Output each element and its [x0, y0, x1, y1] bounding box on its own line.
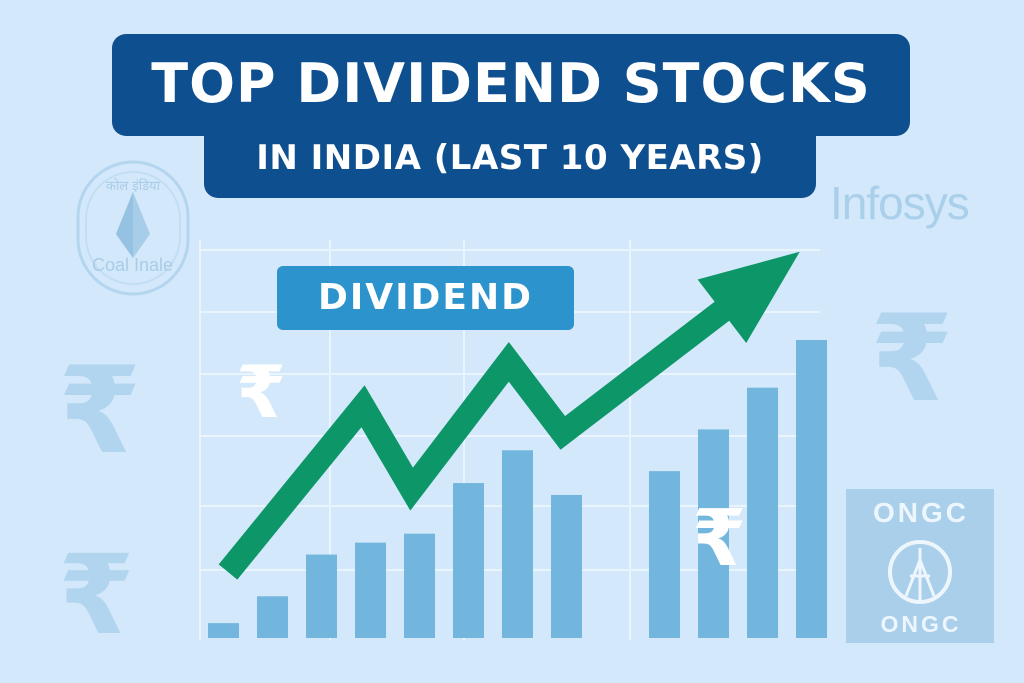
dividend-bar: [698, 429, 729, 638]
title-banner-bottom: [204, 120, 816, 198]
trend-arrow-head: [697, 251, 800, 344]
up-trend-arrow-icon: [218, 251, 800, 580]
ongc-logo-text-top: ONGC: [873, 497, 969, 528]
coal-india-logo-text: Coal Inale: [92, 255, 174, 275]
ongc-logo-icon: [846, 489, 994, 643]
dividend-bar: [453, 483, 484, 638]
dividend-bar: [796, 340, 827, 638]
dividend-bar: [649, 471, 680, 638]
dividend-bar: [747, 387, 778, 638]
rupee-icon: ₹: [58, 531, 135, 659]
dividend-bar: [551, 494, 582, 638]
dividend-bar: [502, 450, 533, 638]
rupee-icon: ₹: [692, 494, 747, 584]
svg-text:कोल इंडिया: कोल इंडिया: [106, 178, 161, 194]
trend-line: [218, 287, 748, 580]
infosys-logo: Infosys: [830, 177, 970, 229]
title-banner-top: [112, 34, 910, 136]
coal-india-logo-icon: कोल इंडिया: [76, 160, 190, 296]
rupee-icon: ₹: [58, 342, 142, 481]
ongc-logo-text-bottom: ONGC: [880, 611, 962, 637]
page-title: TOP DIVIDEND STOCKS: [151, 52, 871, 115]
dividend-bar: [404, 533, 435, 638]
dividend-badge: [277, 266, 574, 330]
dividend-bar: [257, 596, 288, 638]
dividend-bar-series: [208, 340, 827, 638]
rupee-icon: ₹: [870, 290, 954, 429]
rupee-icon: ₹: [236, 350, 287, 434]
dividend-bar: [355, 542, 386, 638]
dividend-bar: [306, 554, 337, 638]
dividend-bar: [208, 623, 239, 638]
page-subtitle: IN INDIA (LAST 10 YEARS): [256, 138, 764, 178]
dividend-badge-label: DIVIDEND: [317, 277, 534, 318]
